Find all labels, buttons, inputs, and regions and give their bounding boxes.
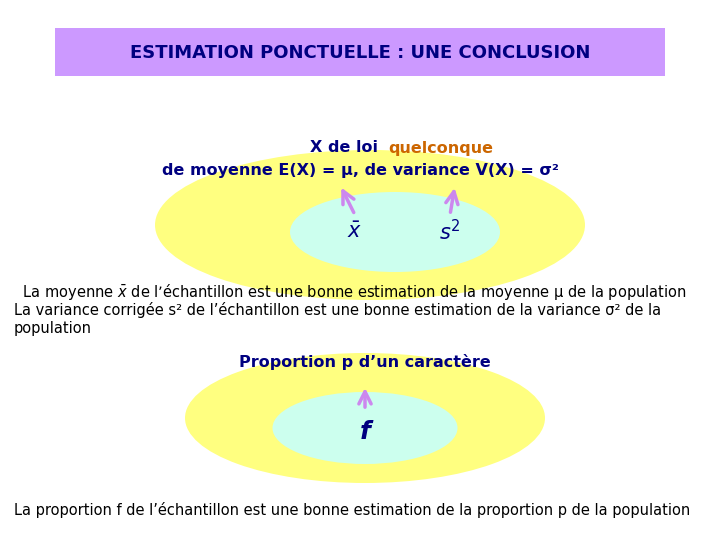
Text: $s^2$: $s^2$: [439, 219, 461, 245]
Ellipse shape: [155, 150, 585, 300]
Text: Proportion p d’un caractère: Proportion p d’un caractère: [239, 354, 491, 370]
Text: La variance corrigée s² de l’échantillon est une bonne estimation de la variance: La variance corrigée s² de l’échantillon…: [14, 302, 661, 318]
Text: ESTIMATION PONCTUELLE : UNE CONCLUSION: ESTIMATION PONCTUELLE : UNE CONCLUSION: [130, 44, 590, 62]
Ellipse shape: [185, 353, 545, 483]
Ellipse shape: [272, 392, 457, 464]
Text: X de loi: X de loi: [310, 140, 384, 156]
Text: La moyenne $\bar{x}$ de l’échantillon est une bonne estimation de la moyenne μ d: La moyenne $\bar{x}$ de l’échantillon es…: [18, 282, 686, 302]
Text: population: population: [14, 321, 92, 335]
Text: $\bar{x}$: $\bar{x}$: [348, 222, 363, 242]
Text: de moyenne E(X) = μ, de variance V(X) = σ²: de moyenne E(X) = μ, de variance V(X) = …: [161, 163, 559, 178]
Text: f: f: [359, 420, 370, 444]
FancyBboxPatch shape: [55, 28, 665, 76]
Text: quelconque: quelconque: [388, 140, 493, 156]
Ellipse shape: [290, 192, 500, 272]
Text: La proportion f de l’échantillon est une bonne estimation de la proportion p de : La proportion f de l’échantillon est une…: [14, 502, 690, 518]
